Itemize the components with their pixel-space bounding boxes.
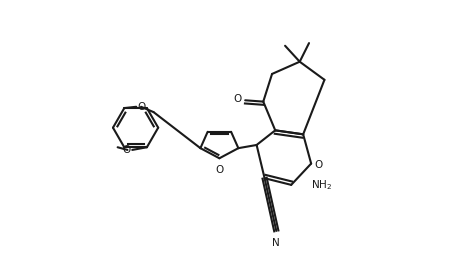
Text: N: N <box>272 238 280 248</box>
Text: O: O <box>233 94 241 104</box>
Text: O: O <box>314 160 323 170</box>
Text: O: O <box>138 102 146 112</box>
Text: O: O <box>123 145 131 155</box>
Text: NH$_2$: NH$_2$ <box>311 178 332 192</box>
Text: O: O <box>215 165 224 175</box>
